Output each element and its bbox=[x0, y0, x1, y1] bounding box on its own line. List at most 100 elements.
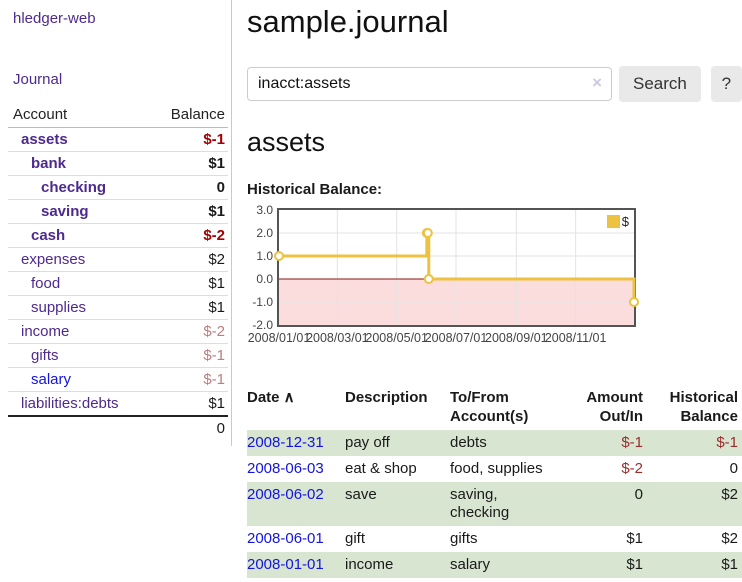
transaction-description: pay off bbox=[345, 434, 390, 451]
transaction-date-link[interactable]: 2008-06-02 bbox=[247, 486, 324, 503]
account-row: salary $-1 bbox=[8, 367, 228, 392]
transaction-accounts: salary bbox=[450, 556, 491, 573]
chart-x-axis-labels: 2008/01/01 2008/03/01 2008/05/01 2008/07/01… bbox=[248, 331, 679, 347]
chart-legend: $ bbox=[606, 214, 629, 229]
register-header-date[interactable]: Date ∧ bbox=[247, 386, 345, 430]
transaction-balance: $2 bbox=[721, 486, 738, 503]
data-point bbox=[423, 274, 434, 284]
account-row: liabilities:debts $1 bbox=[8, 391, 228, 417]
transaction-description: income bbox=[345, 556, 394, 573]
sidebar-item-journal[interactable]: Journal bbox=[13, 71, 63, 88]
register-row: 2008-06-02 save saving, checking 0 $2 bbox=[247, 482, 742, 526]
account-balance: $1 bbox=[148, 199, 228, 224]
main-content: sample.journal × Search ? assets Histori… bbox=[232, 0, 742, 578]
y-tick-label: 0.0 bbox=[256, 272, 273, 286]
account-balance: $-2 bbox=[148, 319, 228, 344]
sort-ascending-icon: ∧ bbox=[279, 389, 295, 406]
chart-title: Historical Balance: bbox=[247, 181, 383, 198]
register-header-amount: Amount Out/In bbox=[562, 386, 647, 430]
sidebar-account-link[interactable]: saving bbox=[41, 203, 89, 220]
transaction-description: gift bbox=[345, 530, 366, 547]
app-title-link[interactable]: hledger-web bbox=[13, 10, 96, 27]
sidebar-account-link[interactable]: cash bbox=[31, 227, 66, 244]
account-balance: $-2 bbox=[148, 223, 228, 248]
header-line2: Account(s) bbox=[450, 408, 529, 425]
accounts-table: Account Balance assets $-1 bank $1 checking 0… bbox=[8, 104, 228, 440]
transaction-date-link[interactable]: 2008-12-31 bbox=[247, 434, 324, 451]
accounts-header-row: Account Balance bbox=[8, 104, 228, 128]
account-balance: $-1 bbox=[148, 367, 228, 392]
register-row: 2008-06-03 eat & shop food, supplies $-2 0 bbox=[247, 456, 742, 482]
transaction-amount: $1 bbox=[626, 530, 643, 547]
account-row: income $-2 bbox=[8, 319, 228, 344]
data-point bbox=[274, 251, 284, 261]
search-button[interactable]: Search bbox=[619, 66, 701, 102]
register-header-tofrom: To/From Account(s) bbox=[450, 386, 562, 430]
sidebar-account-link[interactable]: gifts bbox=[31, 347, 59, 364]
transaction-description: eat & shop bbox=[345, 460, 417, 477]
sidebar-account-link[interactable]: salary bbox=[31, 371, 72, 388]
transaction-description: save bbox=[345, 486, 377, 503]
x-tick-label: 2008/07/01 bbox=[424, 331, 488, 345]
transaction-date-link[interactable]: 2008-06-01 bbox=[247, 530, 324, 547]
account-balance: 0 bbox=[148, 175, 228, 200]
header-line1: Amount bbox=[586, 389, 643, 406]
transaction-date-link: 2008-12-31 bbox=[247, 430, 345, 456]
register-header-row: Date ∧ Description To/From Account(s) Amount… bbox=[247, 386, 742, 430]
accounts-header-account: Account bbox=[8, 104, 149, 128]
transaction-date-link: 2008-06-03 bbox=[247, 456, 345, 482]
transaction-amount: $1 bbox=[626, 556, 643, 573]
x-tick-label: 2008/09/01 bbox=[485, 331, 548, 345]
sidebar-account-link[interactable]: assets bbox=[21, 131, 68, 148]
transaction-balance: $1 bbox=[721, 556, 738, 573]
transaction-date-link: 2008-01-01 bbox=[247, 552, 345, 578]
header-line2: Balance bbox=[680, 408, 738, 425]
transaction-date-link[interactable]: 2008-01-01 bbox=[247, 556, 324, 573]
account-row: saving $1 bbox=[8, 199, 228, 224]
sidebar: hledger-web Journal Account Balance asse… bbox=[0, 0, 232, 446]
transaction-amount: $-2 bbox=[621, 460, 643, 477]
clear-search-icon[interactable]: × bbox=[592, 73, 602, 92]
page-title: sample.journal bbox=[247, 4, 449, 39]
register-header-historical: Historical Balance bbox=[647, 386, 742, 430]
sidebar-account-link[interactable]: income bbox=[21, 323, 70, 340]
register-header-description: Description bbox=[345, 386, 450, 430]
sidebar-account-link[interactable]: bank bbox=[31, 155, 67, 172]
account-balance: $-1 bbox=[148, 127, 228, 152]
account-balance: $2 bbox=[148, 247, 228, 272]
sidebar-account-link[interactable]: supplies bbox=[31, 299, 87, 316]
account-row: bank $1 bbox=[8, 151, 228, 176]
help-button[interactable]: ? bbox=[710, 66, 742, 102]
transaction-accounts: debts bbox=[450, 434, 487, 451]
sidebar-account-link[interactable]: checking bbox=[41, 179, 107, 196]
x-tick-label: 2008/05/01 bbox=[365, 331, 428, 345]
accounts-total-spacer bbox=[8, 415, 149, 440]
y-tick-label: -2.0 bbox=[252, 318, 273, 332]
account-page-title: assets bbox=[247, 127, 326, 157]
account-balance: $1 bbox=[148, 271, 228, 296]
transaction-accounts: saving, checking bbox=[450, 486, 510, 521]
search-form: × Search ? bbox=[247, 66, 742, 102]
y-tick-label: 2.0 bbox=[256, 226, 273, 240]
transaction-amount: $-1 bbox=[621, 434, 643, 451]
header-line1: Historical bbox=[669, 389, 738, 406]
account-row: cash $-2 bbox=[8, 223, 228, 248]
sidebar-account-link[interactable]: food bbox=[31, 275, 61, 292]
account-row: food $1 bbox=[8, 271, 228, 296]
search-input[interactable] bbox=[247, 67, 612, 101]
x-tick-label: 2008/01/01 bbox=[247, 331, 311, 345]
account-row: expenses $2 bbox=[8, 247, 228, 272]
transaction-date-link[interactable]: 2008-06-03 bbox=[247, 460, 324, 477]
sidebar-account-link[interactable]: expenses bbox=[21, 251, 86, 268]
y-tick-label: 3.0 bbox=[256, 203, 273, 217]
legend-swatch-icon bbox=[606, 215, 620, 228]
transaction-balance: 0 bbox=[729, 460, 738, 477]
y-tick-label: -1.0 bbox=[252, 295, 273, 309]
sidebar-account-link[interactable]: liabilities:debts bbox=[21, 395, 119, 412]
header-line2: Out/In bbox=[599, 408, 643, 425]
search-input-wrap: × bbox=[247, 67, 612, 101]
register-row: 2008-12-31 pay off debts $-1 $-1 bbox=[247, 430, 742, 456]
data-point bbox=[629, 297, 639, 307]
transaction-accounts: food, supplies bbox=[450, 460, 543, 477]
